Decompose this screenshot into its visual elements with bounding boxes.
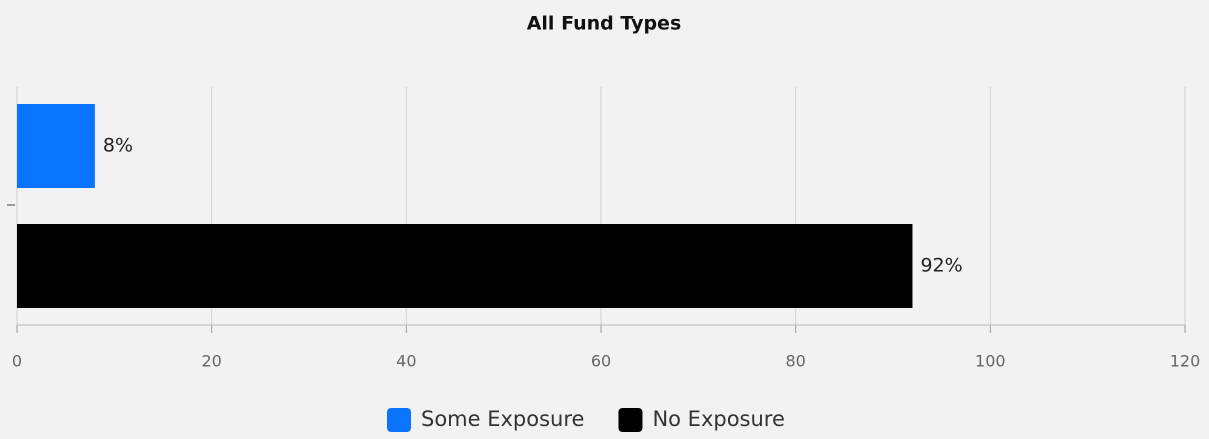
legend-label: No Exposure [652, 407, 784, 431]
legend-swatch [618, 408, 643, 432]
x-tick-label: 40 [396, 352, 416, 371]
x-tick-label: 20 [201, 352, 221, 371]
legend-label: Some Exposure [421, 407, 584, 431]
chart-title: All Fund Types [527, 13, 682, 35]
x-tick-label: 80 [785, 352, 805, 371]
bar [17, 224, 913, 308]
value-label: 92% [920, 255, 962, 277]
x-tick-label: 100 [975, 352, 1006, 371]
value-label: 8% [103, 135, 133, 157]
legend-swatch [387, 408, 411, 432]
x-tick-label: 120 [1170, 352, 1201, 371]
x-tick-label: 0 [12, 352, 22, 371]
bar [17, 104, 95, 188]
x-tick-label: 60 [591, 352, 611, 371]
